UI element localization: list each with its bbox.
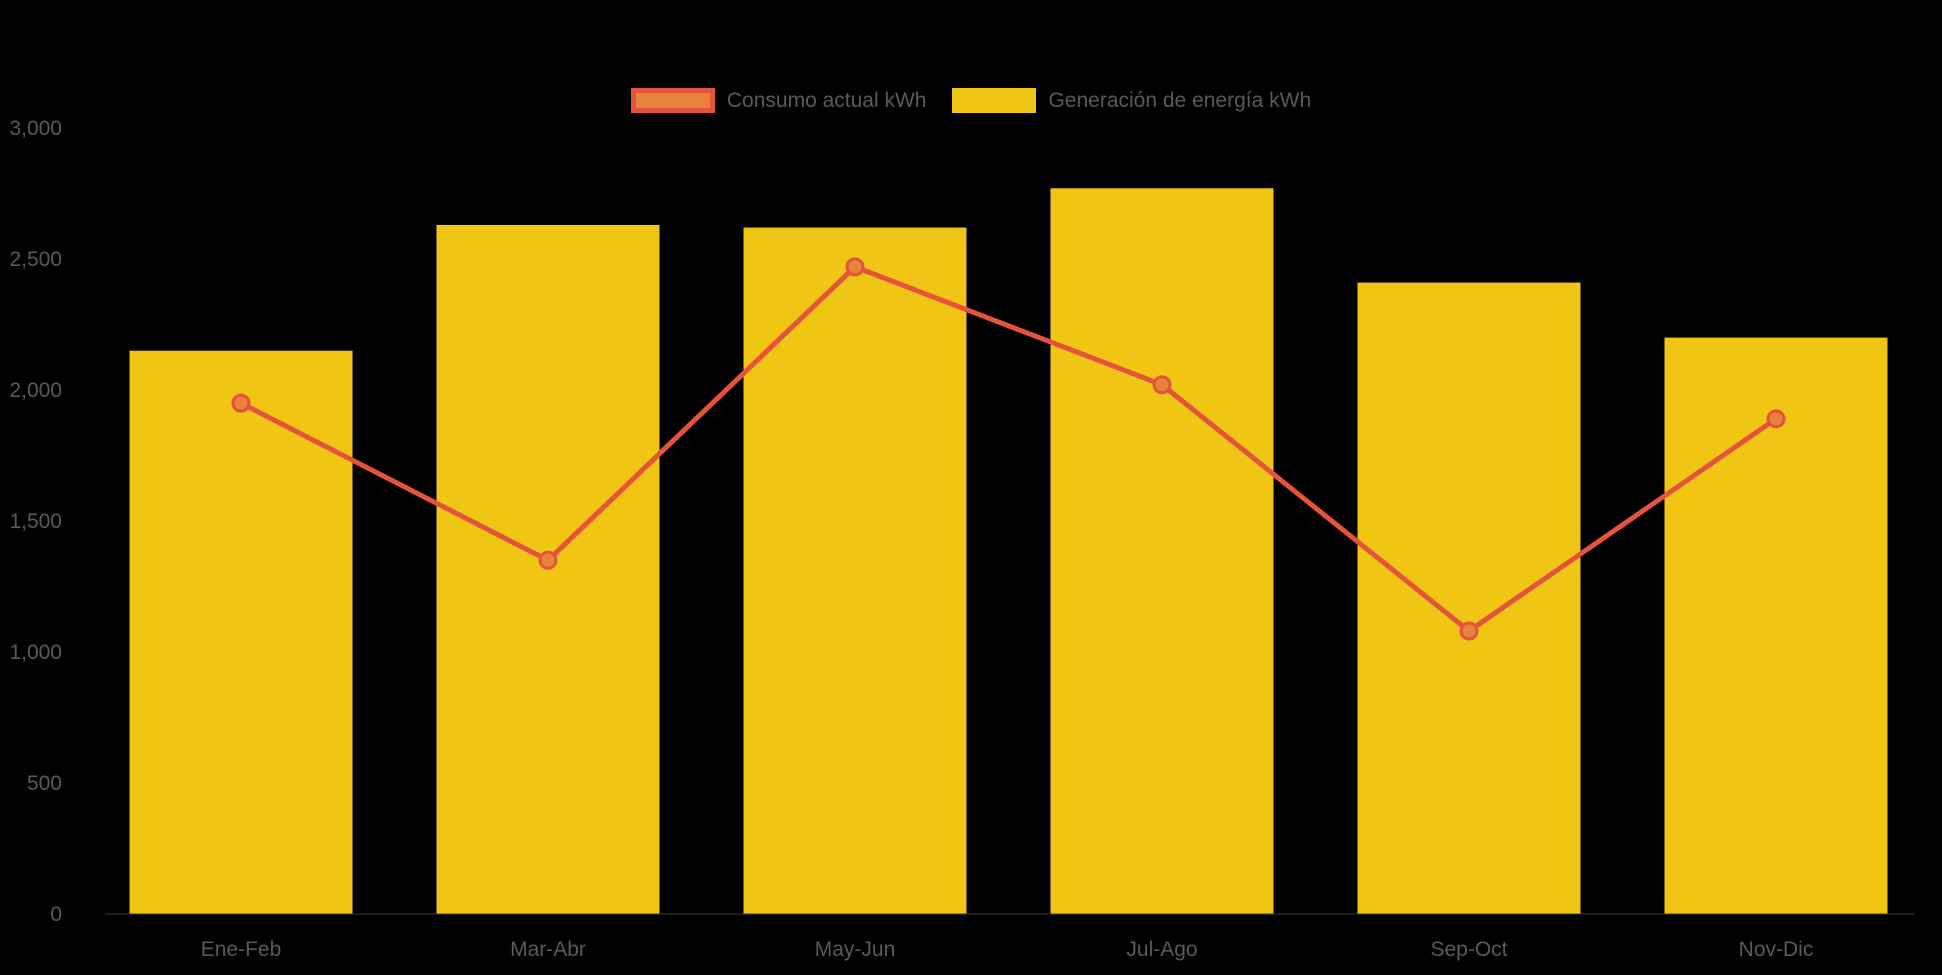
y-axis-tick-label: 1,500 xyxy=(9,510,62,533)
legend-item-consumo: Consumo actual kWh xyxy=(630,88,927,113)
x-axis-label-mar-abr: Mar-Abr xyxy=(510,938,586,961)
generation-bar-sep-oct xyxy=(1357,282,1581,915)
x-axis-label-sep-oct: Sep-Oct xyxy=(1430,938,1507,961)
line-marker-mar-abr xyxy=(538,550,558,570)
generation-bar-nov-dic xyxy=(1664,337,1888,915)
generation-bar-ene-feb xyxy=(129,350,353,914)
generation-bar-may-jun xyxy=(743,227,967,914)
line-marker-nov-dic xyxy=(1766,409,1786,429)
y-axis-tick-label: 2,000 xyxy=(9,379,62,402)
y-axis-tick-label: 3,000 xyxy=(9,117,62,140)
line-marker-ene-feb xyxy=(231,393,251,413)
line-marker-sep-oct xyxy=(1459,621,1479,641)
legend-item-generacion: Generación de energía kWh xyxy=(952,88,1311,113)
line-marker-may-jun xyxy=(845,257,865,277)
x-axis-label-nov-dic: Nov-Dic xyxy=(1739,938,1814,961)
line-marker-jul-ago xyxy=(1152,375,1172,395)
y-axis-tick-label: 0 xyxy=(50,903,62,926)
y-axis-tick-label: 1,000 xyxy=(9,641,62,664)
consumo-line-swatch-icon xyxy=(630,88,715,113)
generation-bar-jul-ago xyxy=(1050,188,1274,914)
x-axis-label-jul-ago: Jul-Ago xyxy=(1126,938,1197,961)
x-axis-label-ene-feb: Ene-Feb xyxy=(201,938,282,961)
legend-label-consumo: Consumo actual kWh xyxy=(726,88,927,112)
chart-legend: Consumo actual kWh Generación de energía… xyxy=(0,88,1942,113)
y-axis-tick-label: 2,500 xyxy=(9,248,62,271)
y-axis-tick-label: 500 xyxy=(27,772,62,795)
generacion-bar-swatch-icon xyxy=(952,88,1037,113)
consumption-line xyxy=(238,264,1779,634)
legend-label-generacion: Generación de energía kWh xyxy=(1048,88,1312,112)
x-axis-label-may-jun: May-Jun xyxy=(815,938,896,961)
